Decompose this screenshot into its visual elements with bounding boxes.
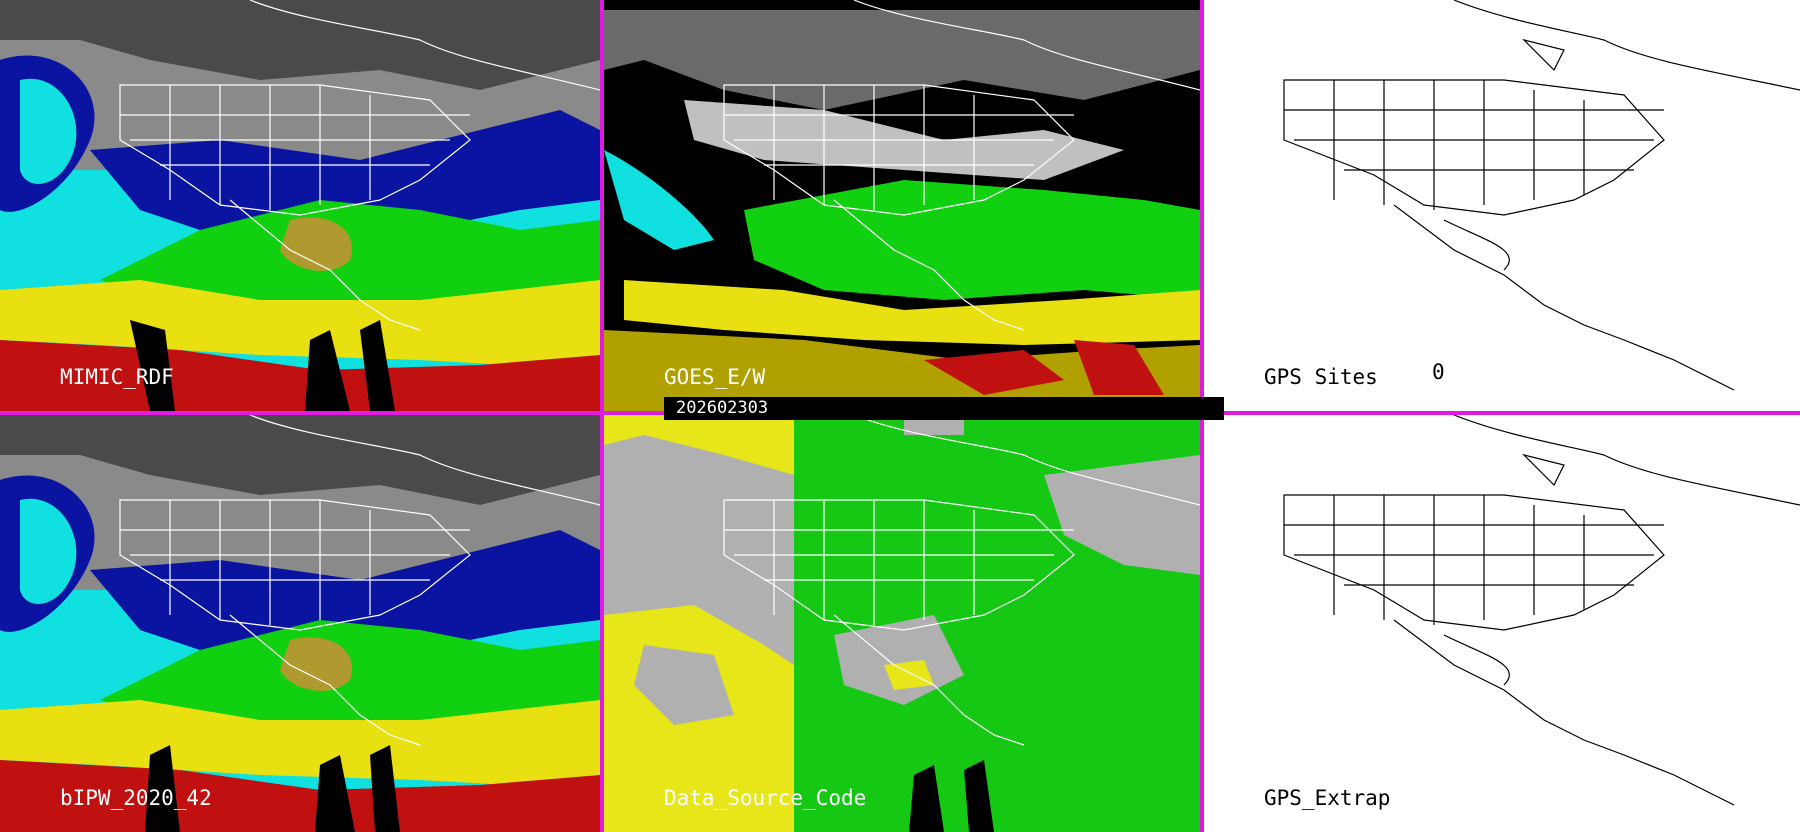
panel-label: GPS Sites — [1264, 365, 1378, 389]
timestamp-bar: 202602303 — [664, 397, 1224, 420]
blpw-pw-map — [0, 415, 600, 832]
panel-data-source-code[interactable]: Data_Source_Code — [604, 415, 1200, 832]
panel-label: GPS_Extrap — [1264, 786, 1391, 810]
gps-extrap-basemap — [1283, 415, 1800, 806]
data-source-map — [604, 415, 1200, 832]
panel-gps-sites[interactable]: GPS Sites — [1204, 0, 1800, 411]
panel-label: GOES_E/W — [664, 365, 766, 389]
panel-separator-vertical — [600, 0, 604, 832]
panel-label: MIMIC_RDF — [60, 365, 174, 389]
goes-pw-map — [604, 0, 1200, 411]
gps-site-count: 0 — [1432, 360, 1445, 384]
panel-label: bIPW_2020_42 — [60, 786, 212, 810]
panel-gps-extrap[interactable]: GPS_Extrap — [1204, 415, 1800, 832]
panel-goes[interactable]: GOES_E/W — [604, 0, 1200, 411]
panel-mimic-rdf[interactable]: MIMIC_RDF — [0, 0, 600, 411]
mimic-pw-map — [0, 0, 600, 411]
timestamp: 202602303 — [676, 398, 769, 418]
panel-blpw[interactable]: bIPW_2020_42 — [0, 415, 600, 832]
gps-sites-basemap — [1283, 0, 1800, 391]
panel-label: Data_Source_Code — [664, 786, 867, 810]
